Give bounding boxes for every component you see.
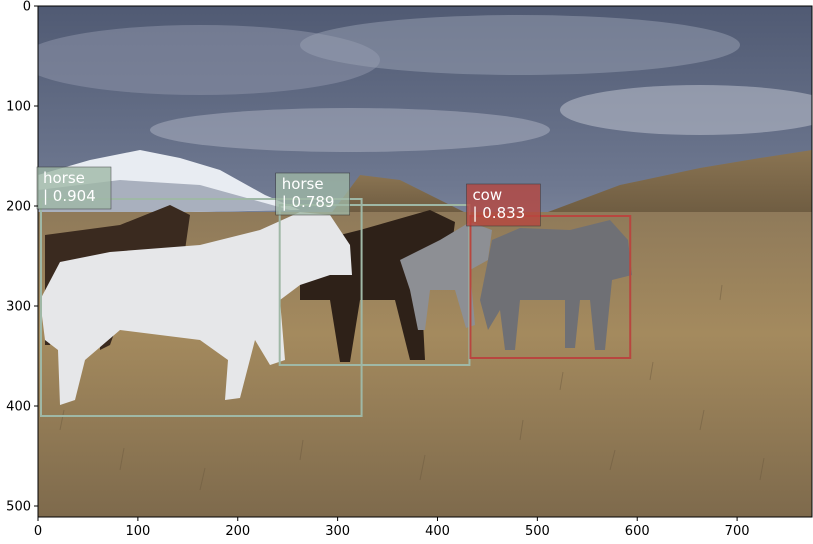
detection-0: horse | 0.904 [36, 166, 363, 417]
axes-frame [37, 5, 813, 518]
detection-class-label: cow [472, 186, 502, 204]
x-axis-ticks: 0 100 200 300 400 500 600 700 [34, 517, 750, 539]
y-tick-label: 400 [6, 400, 31, 415]
y-axis-ticks: 0 100 200 300 400 500 [6, 0, 38, 515]
detection-label-bg [466, 183, 541, 227]
y-tick-label: 300 [6, 300, 31, 315]
detection-score-label: | 0.904 [43, 187, 96, 205]
detection-score-label: | 0.833 [472, 204, 525, 222]
x-tick-label: 0 [34, 524, 42, 539]
detection-box [39, 198, 363, 417]
x-tick-label: 700 [725, 524, 750, 539]
detection-box [469, 215, 632, 359]
detection-score-label: | 0.789 [282, 193, 335, 211]
y-tick-label: 500 [6, 500, 31, 515]
detection-class-label: horse [282, 175, 324, 193]
y-tick-label: 200 [6, 200, 31, 215]
photo-horses [38, 6, 812, 517]
y-tick-label: 100 [6, 100, 31, 115]
x-tick-label: 100 [125, 524, 150, 539]
detection-class-label: horse [43, 169, 85, 187]
y-tick-label: 0 [23, 0, 31, 15]
x-tick-label: 500 [525, 524, 550, 539]
x-tick-label: 300 [325, 524, 350, 539]
detection-label-bg [36, 166, 112, 210]
x-tick-label: 400 [425, 524, 450, 539]
detection-label-bg [275, 172, 350, 216]
x-tick-label: 200 [225, 524, 250, 539]
x-tick-label: 600 [625, 524, 650, 539]
detection-2: cow | 0.833 [466, 183, 632, 359]
